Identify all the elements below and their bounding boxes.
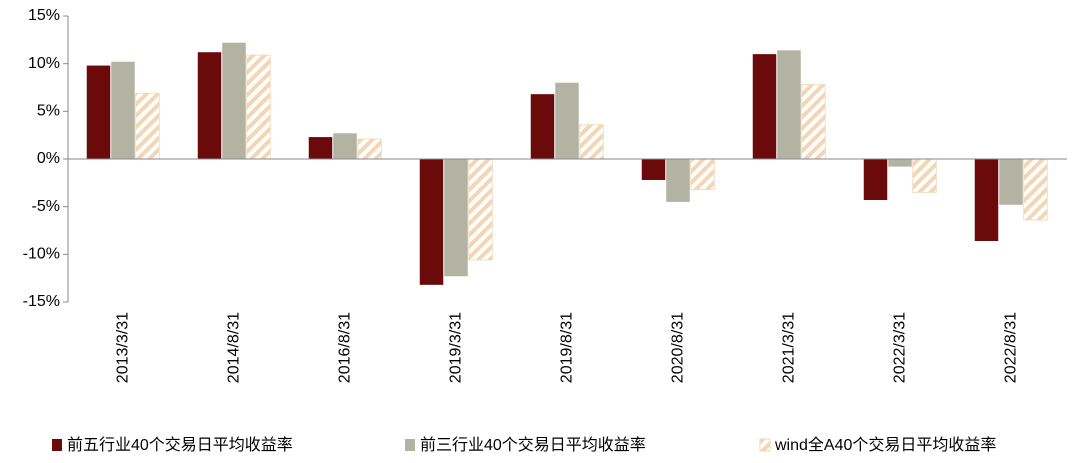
y-tick-label: -5% — [32, 198, 60, 215]
bar — [777, 50, 801, 159]
x-tick-label: 2013/3/31 — [115, 312, 132, 383]
bar — [888, 159, 912, 167]
bar — [419, 159, 444, 285]
bar — [1023, 158, 1048, 221]
x-tick-label: 2021/3/31 — [781, 312, 798, 383]
x-tick-label: 2019/3/31 — [448, 312, 465, 383]
bar — [86, 65, 111, 159]
legend-swatch — [52, 439, 62, 451]
y-tick-label: -10% — [23, 246, 60, 263]
bar — [974, 159, 999, 241]
x-tick-label: 2019/8/31 — [559, 312, 576, 383]
bar — [333, 133, 357, 159]
bar — [357, 138, 382, 160]
bar — [135, 92, 160, 160]
bar — [801, 84, 826, 160]
bar — [579, 124, 604, 160]
bar — [246, 54, 271, 160]
bar — [641, 159, 666, 180]
bar — [530, 94, 555, 159]
y-tick-label: 10% — [28, 55, 60, 72]
bar — [666, 159, 690, 202]
bar — [863, 159, 888, 200]
legend-swatch — [759, 438, 771, 452]
y-tick-label: 5% — [37, 103, 60, 120]
bar — [555, 82, 579, 159]
bar — [444, 159, 468, 277]
legend-label: wind全A40个交易日平均收益率 — [774, 436, 996, 454]
bar — [197, 52, 222, 159]
bar — [999, 159, 1023, 205]
bar — [308, 137, 333, 159]
bar — [752, 54, 777, 160]
x-tick-label: 2020/8/31 — [670, 312, 687, 383]
y-tick-label: -15% — [23, 293, 60, 310]
y-tick-label: 0% — [37, 150, 60, 167]
x-tick-label: 2016/8/31 — [337, 312, 354, 383]
x-tick-label: 2014/8/31 — [226, 312, 243, 383]
bar — [468, 158, 493, 261]
bar — [111, 61, 135, 160]
bar — [912, 158, 937, 193]
bar — [222, 42, 246, 160]
x-tick-label: 2022/8/31 — [1003, 312, 1020, 383]
legend-swatch — [405, 439, 415, 451]
legend-label: 前三行业40个交易日平均收益率 — [420, 436, 646, 454]
bar — [690, 158, 715, 190]
x-tick-label: 2022/3/31 — [892, 312, 909, 383]
legend-label: 前五行业40个交易日平均收益率 — [67, 436, 293, 454]
y-tick-label: 15% — [28, 7, 60, 24]
